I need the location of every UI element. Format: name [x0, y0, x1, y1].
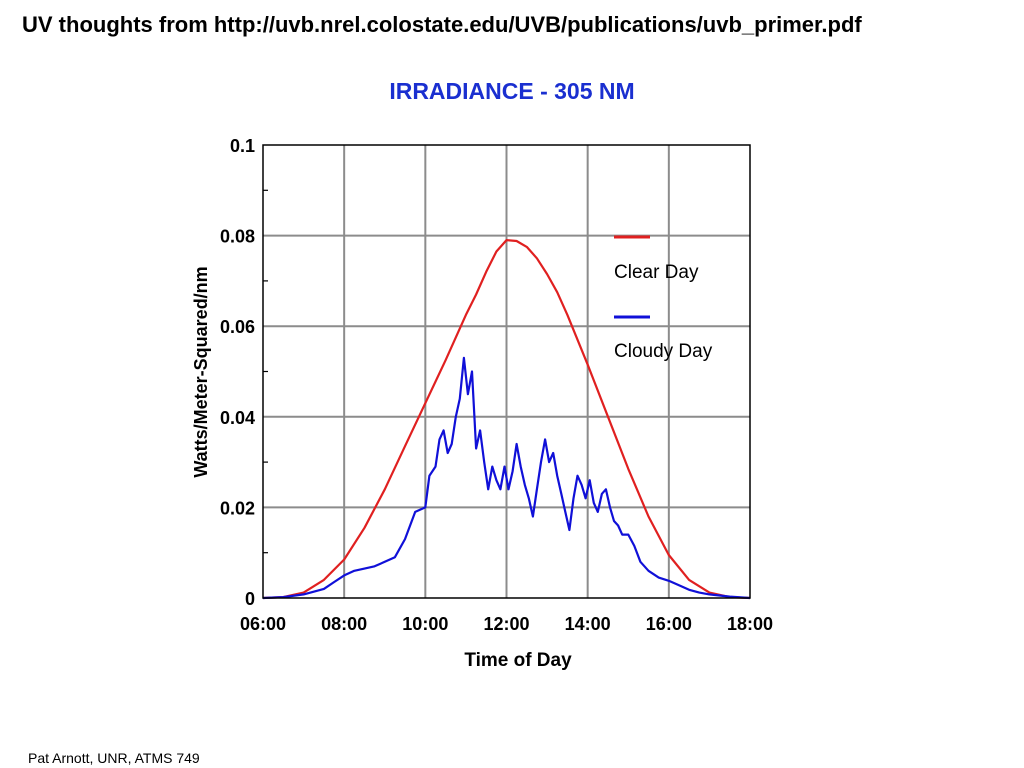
x-tick-label: 10:00 — [402, 614, 448, 634]
x-tick-label: 12:00 — [483, 614, 529, 634]
y-tick-label: 0.08 — [220, 227, 255, 247]
x-tick-label: 08:00 — [321, 614, 367, 634]
slide-title: UV thoughts from http://uvb.nrel.colosta… — [22, 12, 862, 37]
y-tick-label: 0.02 — [220, 498, 255, 518]
clear-day-line — [262, 239, 751, 600]
x-tick-label: 18:00 — [727, 614, 773, 634]
axis-ticks: 06:00 08:00 10:00 12:00 14:00 16:00 18:00 0 0.02… — [220, 136, 773, 634]
x-tick-label: 06:00 — [240, 614, 286, 634]
y-tick-label: 0.1 — [230, 136, 255, 156]
y-tick-label: 0.06 — [220, 317, 255, 337]
y-tick-label: 0.04 — [220, 408, 255, 428]
y-tick-label: 0 — [245, 589, 255, 609]
footer-credit: Pat Arnott, UNR, ATMS 749 — [28, 750, 200, 766]
legend-label: Cloudy Day — [614, 341, 713, 362]
y-axis-label: Watts/Meter-Squared/nm — [191, 266, 211, 477]
x-axis-label: Time of Day — [464, 650, 572, 671]
chart-title: IRRADIANCE - 305 NM — [389, 78, 634, 104]
grid-lines — [263, 145, 750, 598]
cloudy-day-line — [262, 356, 751, 600]
series-lines — [262, 239, 751, 600]
x-tick-label: 14:00 — [565, 614, 611, 634]
legend: Clear Day Cloudy Day — [614, 235, 713, 362]
x-tick-label: 16:00 — [646, 614, 692, 634]
legend-label: Clear Day — [614, 262, 699, 283]
